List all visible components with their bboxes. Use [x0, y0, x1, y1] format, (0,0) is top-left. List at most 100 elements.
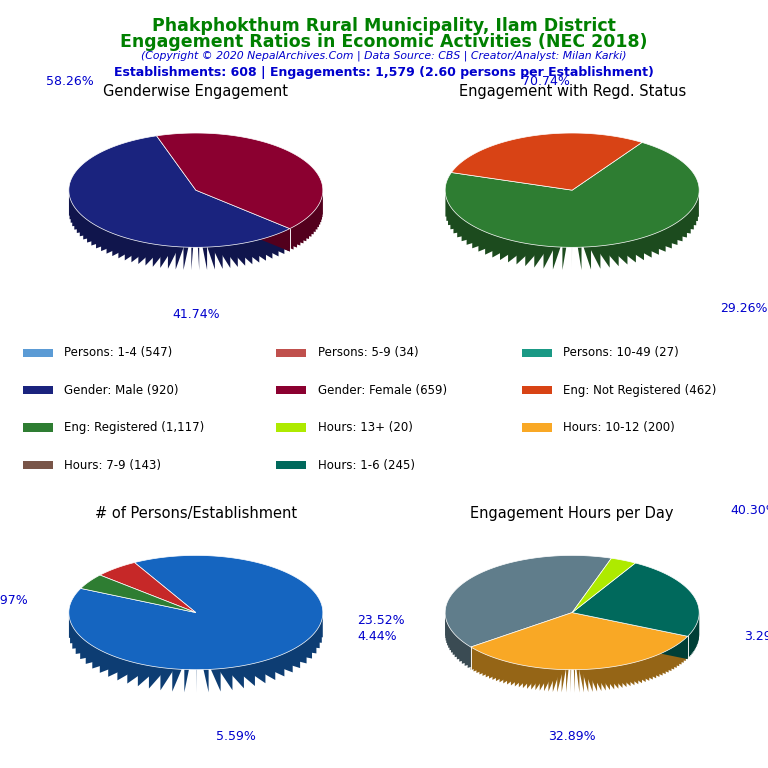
FancyBboxPatch shape: [522, 423, 551, 432]
Polygon shape: [496, 613, 572, 681]
Polygon shape: [184, 613, 196, 693]
FancyBboxPatch shape: [23, 461, 52, 469]
Polygon shape: [145, 190, 196, 266]
Polygon shape: [196, 190, 321, 222]
Polygon shape: [540, 613, 572, 690]
FancyBboxPatch shape: [276, 423, 306, 432]
Polygon shape: [446, 190, 572, 221]
Polygon shape: [196, 190, 309, 239]
Polygon shape: [572, 613, 687, 659]
Polygon shape: [196, 190, 323, 217]
Polygon shape: [107, 190, 196, 253]
Polygon shape: [492, 613, 572, 680]
Polygon shape: [572, 613, 690, 657]
Polygon shape: [462, 190, 572, 241]
Polygon shape: [572, 190, 652, 257]
Polygon shape: [572, 190, 672, 249]
Polygon shape: [69, 136, 290, 247]
Polygon shape: [517, 190, 572, 264]
Polygon shape: [196, 190, 297, 247]
Polygon shape: [71, 190, 196, 223]
Polygon shape: [471, 613, 572, 670]
Polygon shape: [452, 133, 642, 190]
Polygon shape: [81, 575, 196, 613]
Polygon shape: [69, 555, 323, 670]
Polygon shape: [499, 613, 572, 682]
Polygon shape: [196, 190, 223, 269]
Polygon shape: [572, 190, 610, 267]
FancyBboxPatch shape: [276, 349, 306, 357]
Polygon shape: [572, 613, 689, 658]
Polygon shape: [572, 613, 610, 690]
Polygon shape: [572, 613, 606, 690]
Polygon shape: [511, 613, 572, 686]
Polygon shape: [149, 613, 196, 689]
Polygon shape: [572, 613, 642, 684]
Polygon shape: [572, 613, 677, 668]
Polygon shape: [531, 613, 572, 690]
Polygon shape: [572, 613, 666, 674]
Polygon shape: [482, 613, 572, 676]
Polygon shape: [572, 190, 666, 252]
Polygon shape: [572, 190, 687, 237]
Polygon shape: [553, 613, 572, 692]
Polygon shape: [196, 613, 255, 686]
Polygon shape: [572, 613, 687, 659]
Polygon shape: [196, 190, 245, 266]
Polygon shape: [572, 613, 674, 670]
Polygon shape: [515, 613, 572, 687]
Polygon shape: [118, 613, 196, 680]
Polygon shape: [572, 190, 644, 260]
Polygon shape: [80, 190, 196, 237]
Polygon shape: [572, 613, 695, 650]
Polygon shape: [572, 190, 697, 225]
Polygon shape: [127, 613, 196, 684]
Polygon shape: [459, 613, 572, 661]
Polygon shape: [548, 613, 572, 691]
Polygon shape: [445, 555, 611, 647]
Polygon shape: [572, 613, 697, 646]
Polygon shape: [108, 613, 196, 677]
Polygon shape: [485, 613, 572, 677]
Polygon shape: [445, 190, 572, 217]
Polygon shape: [453, 190, 572, 233]
Polygon shape: [562, 190, 572, 270]
Polygon shape: [485, 190, 572, 255]
Polygon shape: [118, 190, 196, 258]
Polygon shape: [572, 613, 623, 688]
Text: Hours: 7-9 (143): Hours: 7-9 (143): [64, 458, 161, 472]
Polygon shape: [572, 613, 697, 644]
Text: 41.74%: 41.74%: [172, 308, 220, 321]
Title: # of Persons/Establishment: # of Persons/Establishment: [94, 506, 297, 521]
Polygon shape: [447, 613, 572, 645]
Polygon shape: [572, 613, 588, 692]
Polygon shape: [196, 613, 306, 664]
Title: Engagement Hours per Day: Engagement Hours per Day: [471, 506, 674, 521]
Polygon shape: [196, 190, 215, 270]
Text: Eng: Not Registered (462): Eng: Not Registered (462): [563, 384, 717, 396]
Polygon shape: [72, 613, 196, 649]
Polygon shape: [445, 613, 572, 636]
Polygon shape: [196, 190, 290, 251]
FancyBboxPatch shape: [522, 386, 551, 394]
Polygon shape: [474, 613, 572, 671]
Polygon shape: [196, 190, 260, 263]
FancyBboxPatch shape: [23, 423, 52, 432]
Polygon shape: [471, 613, 687, 670]
Polygon shape: [544, 613, 572, 691]
Text: Engagement Ratios in Economic Activities (NEC 2018): Engagement Ratios in Economic Activities…: [121, 33, 647, 51]
Polygon shape: [196, 613, 319, 648]
Polygon shape: [157, 133, 323, 229]
Polygon shape: [508, 190, 572, 263]
Polygon shape: [455, 613, 572, 657]
Polygon shape: [572, 613, 575, 693]
Polygon shape: [572, 190, 683, 241]
Polygon shape: [445, 142, 699, 247]
Polygon shape: [196, 613, 293, 673]
Polygon shape: [572, 190, 601, 269]
Polygon shape: [572, 190, 636, 263]
Polygon shape: [196, 613, 284, 677]
Polygon shape: [80, 613, 196, 659]
Polygon shape: [196, 190, 322, 220]
Polygon shape: [70, 190, 196, 219]
